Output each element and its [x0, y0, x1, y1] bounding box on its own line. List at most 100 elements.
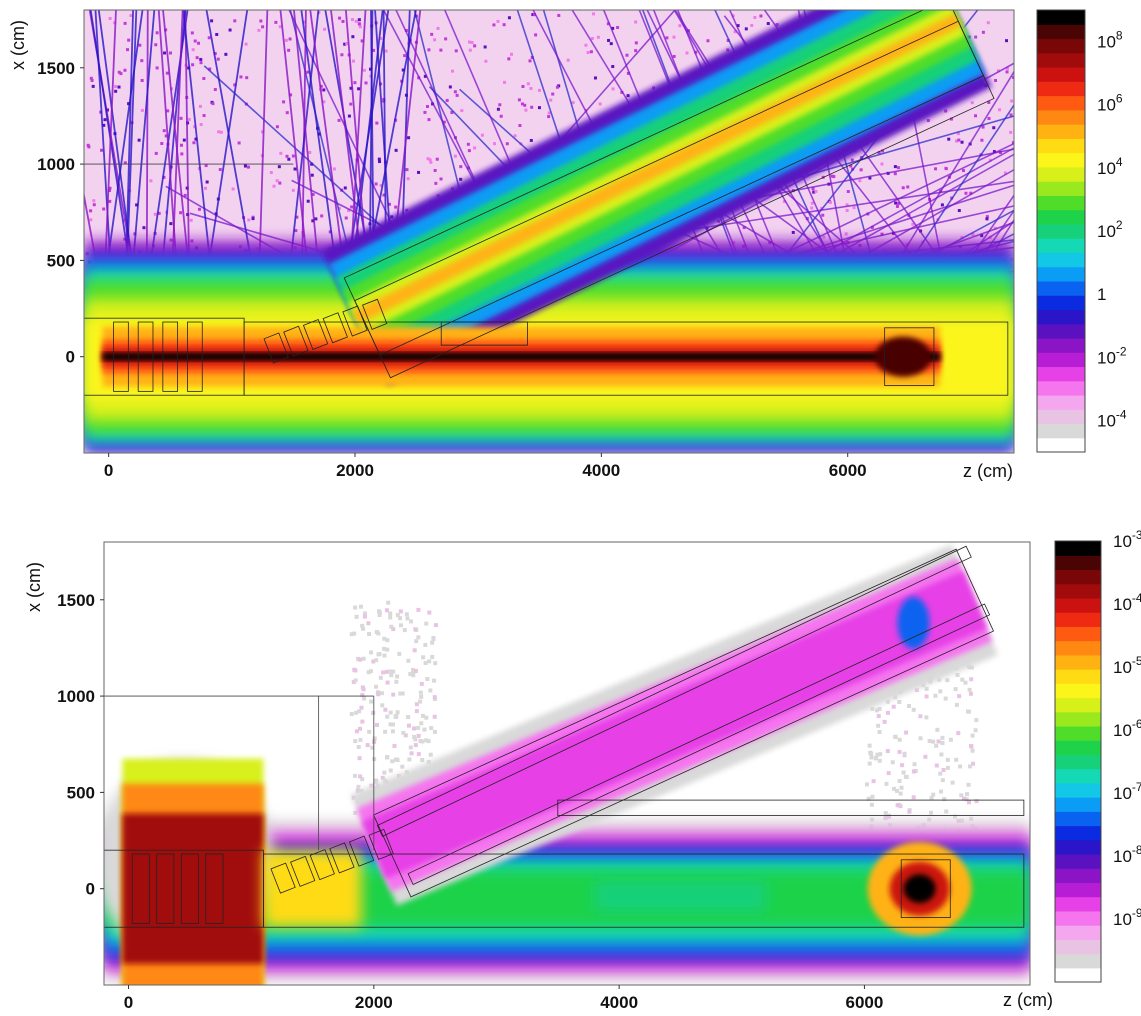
particle-track	[891, 10, 946, 274]
speckle	[427, 610, 432, 615]
speckle	[123, 161, 127, 165]
speckle	[974, 718, 979, 723]
speckle	[367, 729, 372, 734]
colorbar-segment	[1055, 683, 1101, 699]
target-block-outline	[205, 853, 224, 924]
speckle	[311, 219, 315, 223]
speckle	[416, 635, 421, 640]
speckle	[433, 661, 438, 666]
speckle	[964, 191, 968, 195]
speckle	[257, 28, 261, 32]
speckle	[894, 201, 898, 205]
speckle	[859, 168, 863, 172]
speckle	[931, 739, 936, 744]
speckle	[369, 650, 374, 655]
speckle	[406, 177, 410, 181]
colorbar-tick-label: 102	[1097, 218, 1123, 241]
colorbar-segment	[1037, 266, 1085, 282]
speckle	[354, 19, 358, 23]
speckle	[311, 192, 315, 196]
speckle	[1005, 70, 1009, 74]
speckle	[237, 141, 241, 145]
speckle	[278, 181, 282, 185]
speckle	[390, 759, 395, 764]
speckle	[382, 770, 387, 775]
speckle	[911, 707, 916, 712]
speckle	[168, 51, 172, 55]
y-axis-label-bottom: x (cm)	[24, 562, 44, 612]
speckle	[233, 19, 237, 23]
colorbar-segment	[1037, 38, 1085, 54]
speckle	[155, 66, 159, 70]
speckle	[944, 109, 948, 113]
speckle	[626, 94, 630, 98]
speckle	[883, 811, 888, 816]
speckle	[940, 740, 945, 745]
speckle	[900, 763, 905, 768]
speckle	[957, 694, 962, 699]
speckle	[968, 691, 973, 696]
speckle	[416, 733, 421, 738]
speckle	[244, 42, 248, 46]
speckle	[1011, 141, 1014, 145]
speckle	[445, 98, 449, 102]
speckle	[401, 730, 406, 735]
speckle	[907, 809, 912, 814]
speckle	[376, 652, 381, 657]
speckle	[351, 59, 355, 63]
colorbar-segment	[1055, 825, 1101, 841]
speckle	[377, 157, 381, 161]
plot-frame-bottom	[103, 541, 1031, 986]
colorbar-segment	[1037, 295, 1085, 311]
speckle	[897, 778, 902, 783]
colorbar-segment	[1055, 967, 1101, 983]
speckle	[426, 157, 430, 161]
speckle	[845, 203, 849, 207]
speckle	[360, 626, 365, 631]
speckle	[412, 734, 417, 739]
speckle	[867, 761, 872, 766]
speckle	[811, 187, 815, 191]
branch-tunnel-outline	[373, 548, 995, 898]
y-tick-label: 500	[67, 783, 95, 802]
speckle	[357, 709, 362, 714]
colorbar-segment	[1037, 81, 1085, 97]
speckle	[418, 690, 423, 695]
speckle	[528, 59, 532, 63]
colorbar-segment	[1037, 152, 1085, 168]
speckle	[927, 817, 932, 822]
speckle	[362, 611, 367, 616]
speckle	[427, 48, 431, 52]
speckle	[419, 681, 424, 686]
speckle	[86, 143, 90, 147]
target-block-outline	[162, 321, 179, 392]
speckle	[182, 138, 186, 142]
target-block-outline	[131, 853, 150, 924]
speckle	[383, 729, 388, 734]
speckle	[390, 729, 395, 734]
speckle	[634, 20, 638, 24]
speckle	[357, 87, 361, 91]
x-tick-label: 6000	[829, 461, 867, 480]
speckle	[114, 89, 118, 93]
speckle	[877, 151, 881, 155]
speckle	[407, 136, 411, 140]
speckle	[897, 737, 902, 742]
speckle	[483, 45, 487, 49]
speckle	[969, 191, 973, 195]
dump-hotspot	[903, 874, 936, 904]
colorbar-tick-label: 106	[1097, 92, 1123, 115]
speckle	[194, 137, 198, 141]
speckle	[593, 76, 597, 80]
speckle	[890, 760, 895, 765]
speckle	[154, 151, 158, 155]
speckle	[895, 204, 899, 208]
speckle	[369, 699, 374, 704]
colorbar-segment	[1055, 853, 1101, 869]
speckle	[906, 185, 910, 189]
speckle	[361, 656, 366, 661]
speckle	[626, 71, 630, 75]
colorbar-segment	[1037, 280, 1085, 296]
speckle	[412, 726, 417, 731]
speckle	[892, 786, 897, 791]
